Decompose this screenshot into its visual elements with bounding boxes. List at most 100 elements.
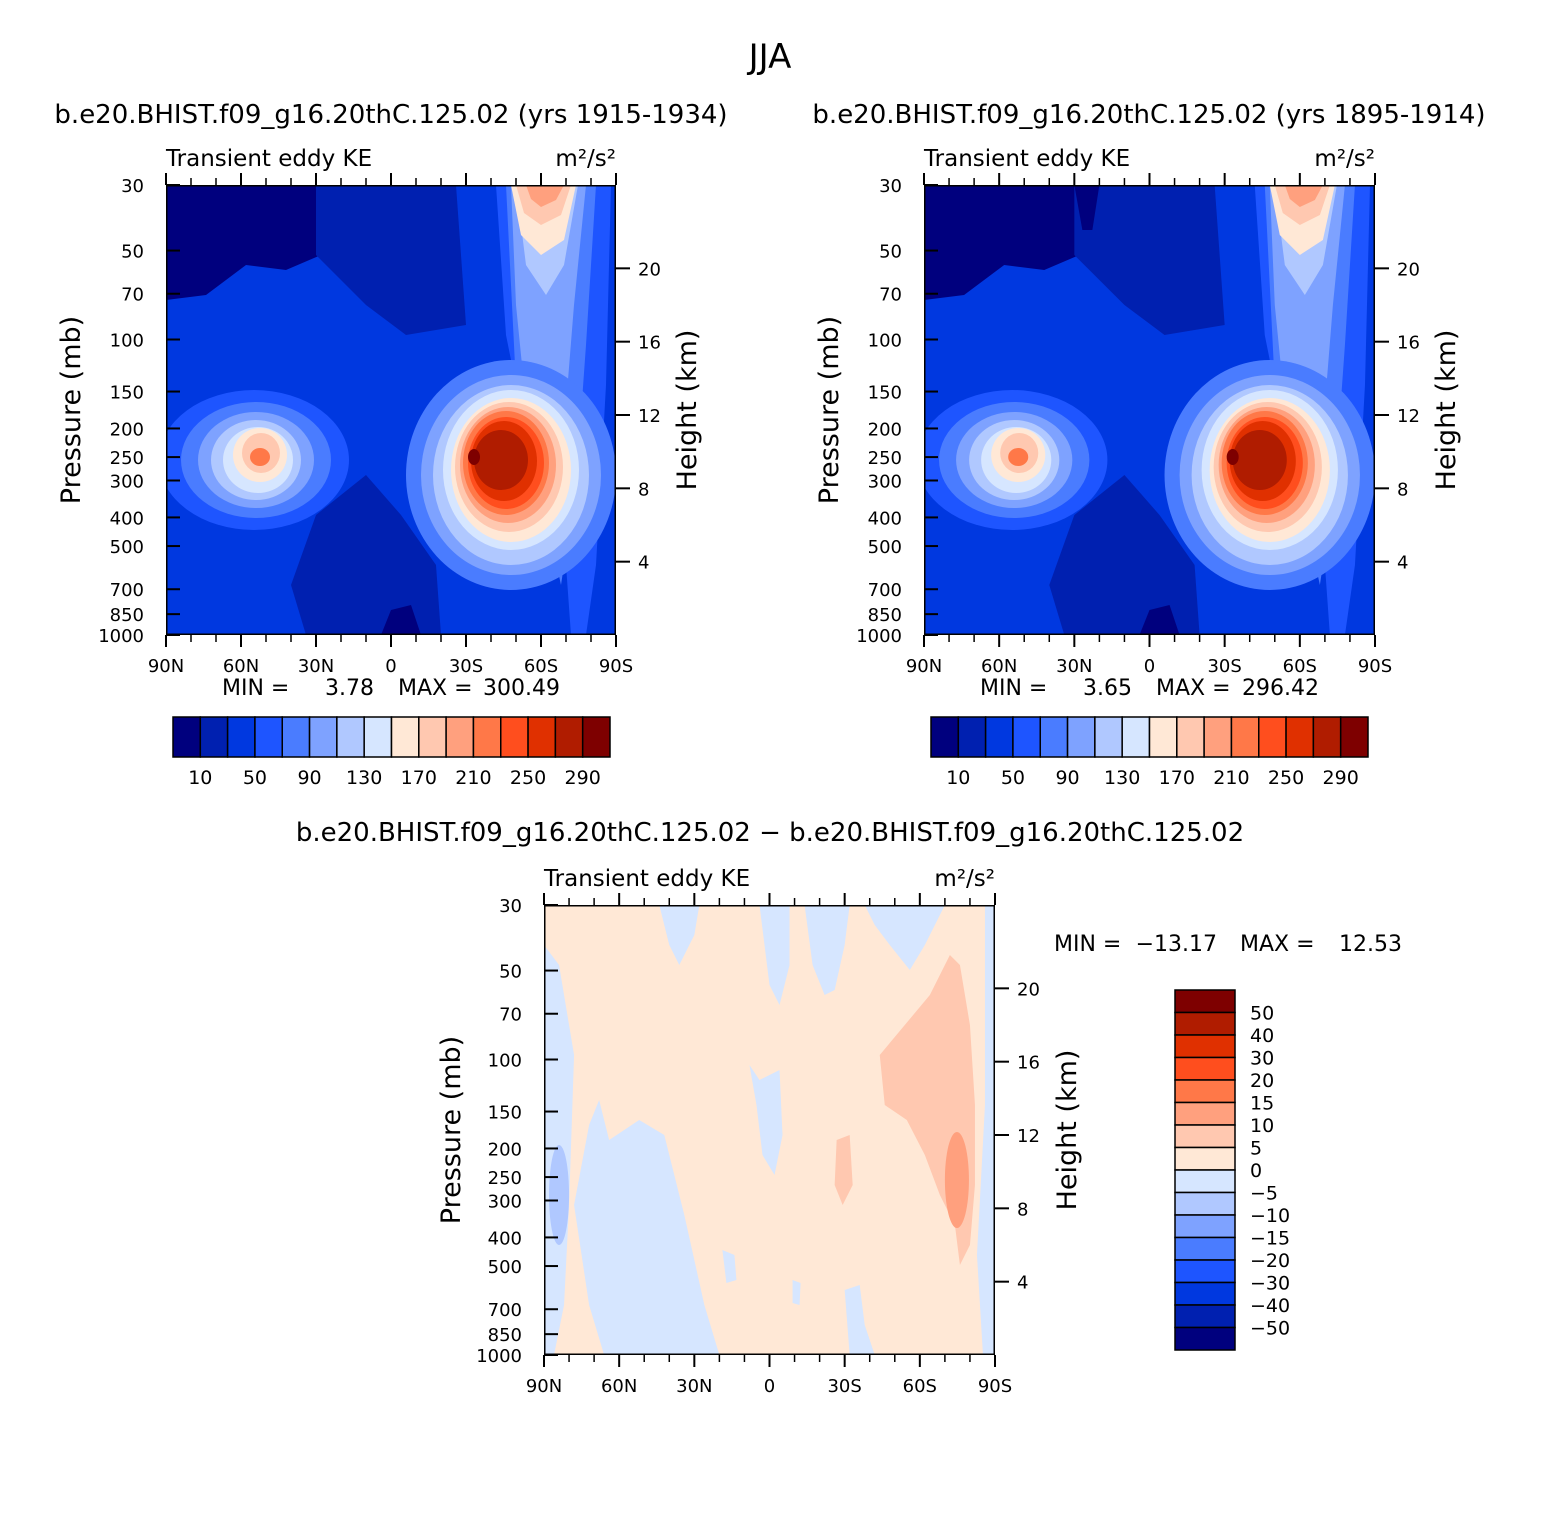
diff-colorbar-box-12 <box>1174 1259 1236 1284</box>
ytick-label-100: 100 <box>110 331 144 352</box>
panel-2-min-value: 3.65 <box>1083 676 1132 701</box>
panel-2-max-value: 296.42 <box>1242 676 1319 701</box>
colorbar-box-3 <box>1012 716 1041 758</box>
colorbar-box-11 <box>472 716 502 758</box>
colorbar-label-50: 50 <box>1001 767 1025 789</box>
ytick-label-1000: 1000 <box>856 626 902 647</box>
ytick-label-300: 300 <box>488 1191 522 1212</box>
ytick-label-50: 50 <box>879 242 902 263</box>
panel-1-min-label: MIN = <box>222 676 289 701</box>
y2tick-label-12: 12 <box>1397 406 1420 427</box>
panel-1-contour-upper <box>316 185 466 335</box>
panel-3-units: m²/s² <box>934 866 995 892</box>
ytick-label-850: 850 <box>488 1325 522 1346</box>
ytick-label-200: 200 <box>110 419 144 440</box>
figure-title: JJA <box>747 37 792 77</box>
colorbar-label-10: 10 <box>188 767 212 789</box>
colorbar-box-9 <box>1176 716 1205 758</box>
colorbar-box-7 <box>363 716 393 758</box>
panel-1-contour-polar-col7 <box>526 185 564 207</box>
xtick-label-30N: 30N <box>298 656 334 677</box>
colorbar-label-50: 50 <box>243 767 267 789</box>
ytick-label-850: 850 <box>868 605 902 626</box>
colorbar-box-12 <box>500 716 529 758</box>
panel-3-neg-mid <box>749 1065 783 1175</box>
ytick-label-400: 400 <box>868 508 902 529</box>
panel-2-case-title: b.e20.BHIST.f09_g16.20thC.125.02 (yrs 18… <box>812 100 1485 130</box>
panel-1-y2label: Height (km) <box>672 330 703 491</box>
diff-colorbar-label-1: 40 <box>1250 1025 1274 1047</box>
ytick-label-70: 70 <box>499 1005 522 1026</box>
xtick-label-90S: 90S <box>978 1376 1012 1397</box>
ytick-label-50: 50 <box>499 962 522 983</box>
xtick-label-30N: 30N <box>1056 656 1092 677</box>
colorbar-box-8 <box>390 716 420 758</box>
xtick-label-60S: 60S <box>903 1376 937 1397</box>
diff-colorbar-box-14 <box>1174 1304 1236 1329</box>
colorbar-label-130: 130 <box>346 767 382 789</box>
diff-colorbar-label-5: 10 <box>1250 1115 1274 1137</box>
y2tick-label-16: 16 <box>1017 1053 1040 1074</box>
ytick-label-300: 300 <box>110 471 144 492</box>
ytick-label-700: 700 <box>110 580 144 601</box>
y2tick-label-4: 4 <box>638 553 649 574</box>
diff-colorbar-label-0: 50 <box>1250 1003 1274 1025</box>
ytick-label-250: 250 <box>488 1168 522 1189</box>
panel-3-ylabel: Pressure (mb) <box>436 1036 467 1224</box>
colorbar-label-290: 290 <box>1323 767 1359 789</box>
colorbar-label-170: 170 <box>1159 767 1195 789</box>
panel-2-max-label: MAX = <box>1156 676 1231 701</box>
colorbar-box-14 <box>1312 716 1342 758</box>
xtick-label-0: 0 <box>385 656 396 677</box>
diff-colorbar-label-9: −10 <box>1250 1205 1290 1227</box>
panel-3-case-title: b.e20.BHIST.f09_g16.20thC.125.02 − b.e20… <box>296 818 1244 848</box>
ytick-label-150: 150 <box>488 1103 522 1124</box>
panel-2-sh-jet <box>1164 360 1375 590</box>
ytick-label-30: 30 <box>121 176 144 197</box>
colorbar-box-12 <box>1258 716 1287 758</box>
diff-colorbar-box-1 <box>1174 1011 1236 1036</box>
colorbar-label-90: 90 <box>297 767 321 789</box>
diff-colorbar-label-11: −20 <box>1250 1250 1290 1272</box>
panel-2-plot <box>924 185 1375 635</box>
ytick-label-200: 200 <box>868 419 902 440</box>
panel-2-colorbar: 10 50 90 130 170 210 250 290 <box>930 716 1369 789</box>
colorbar-box-15 <box>1339 716 1369 758</box>
colorbar-box-6 <box>336 716 365 758</box>
colorbar-box-0 <box>172 716 202 758</box>
panel-1-units: m²/s² <box>555 146 616 172</box>
ytick-label-500: 500 <box>110 537 144 558</box>
panel-2-variable: Transient eddy KE <box>923 146 1130 172</box>
diff-colorbar-box-8 <box>1174 1169 1236 1194</box>
panel-3-neg-core <box>549 1145 570 1245</box>
ytick-label-300: 300 <box>868 471 902 492</box>
colorbar-label-250: 250 <box>1268 767 1304 789</box>
diff-colorbar-label-7: 0 <box>1250 1160 1262 1182</box>
panel-3-max-value: 12.53 <box>1339 932 1402 957</box>
colorbar-box-15 <box>581 716 611 758</box>
panel-1: b.e20.BHIST.f09_g16.20thC.125.02 (yrs 19… <box>54 100 727 789</box>
panel-1-case-title: b.e20.BHIST.f09_g16.20thC.125.02 (yrs 19… <box>54 100 727 130</box>
panel-2-y2label: Height (km) <box>1431 330 1462 491</box>
panel-3-neg-nh <box>574 1100 720 1355</box>
y2tick-label-4: 4 <box>1397 553 1408 574</box>
panel-2: b.e20.BHIST.f09_g16.20thC.125.02 (yrs 18… <box>812 100 1485 789</box>
panel-3-neg-blob2 <box>792 1280 801 1305</box>
panel-3-y2label: Height (km) <box>1052 1050 1083 1211</box>
panel-2-contour-upper <box>1074 185 1225 335</box>
xtick-label-90N: 90N <box>148 656 184 677</box>
diff-colorbar-label-14: −50 <box>1250 1318 1290 1340</box>
diff-colorbar-label-2: 30 <box>1250 1048 1274 1070</box>
panel-1-sh-jet <box>406 360 616 590</box>
colorbar-label-10: 10 <box>946 767 970 789</box>
diff-colorbar-box-5 <box>1174 1101 1236 1126</box>
colorbar-box-1 <box>957 716 987 758</box>
xtick-label-90S: 90S <box>599 656 633 677</box>
colorbar-box-13 <box>527 716 557 758</box>
xtick-label-90N: 90N <box>526 1376 562 1397</box>
diff-colorbar-box-7 <box>1174 1146 1236 1171</box>
panel-1-contour-strat-low <box>166 185 321 300</box>
xtick-label-60N: 60N <box>601 1376 637 1397</box>
